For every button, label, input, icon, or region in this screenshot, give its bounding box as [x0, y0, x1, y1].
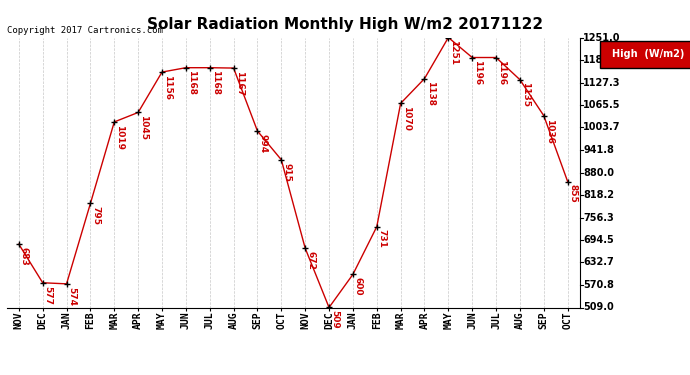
Text: 1138: 1138: [426, 81, 435, 106]
Text: 915: 915: [282, 162, 291, 182]
Text: High  (W/m2): High (W/m2): [613, 50, 684, 59]
Text: 1196: 1196: [497, 60, 506, 86]
Text: 509.0: 509.0: [583, 303, 614, 312]
Text: 1003.7: 1003.7: [583, 123, 620, 132]
Text: 1168: 1168: [187, 70, 196, 96]
Text: 672: 672: [306, 251, 315, 270]
Text: 795: 795: [92, 206, 101, 225]
Text: 941.8: 941.8: [583, 145, 614, 155]
Text: 574: 574: [68, 286, 77, 306]
Text: 1019: 1019: [115, 125, 124, 150]
Text: 600: 600: [354, 277, 363, 296]
Text: 1127.3: 1127.3: [583, 78, 620, 87]
Text: 1036: 1036: [545, 118, 554, 143]
Text: 694.5: 694.5: [583, 235, 614, 245]
Text: Solar Radiation Monthly High W/m2 20171122: Solar Radiation Monthly High W/m2 201711…: [147, 17, 543, 32]
Text: 1251.0: 1251.0: [583, 33, 620, 42]
Text: Copyright 2017 Cartronics.com: Copyright 2017 Cartronics.com: [7, 26, 163, 35]
Text: 1156: 1156: [163, 75, 172, 100]
Text: 1196: 1196: [473, 60, 482, 86]
Text: 1168: 1168: [210, 70, 220, 96]
Text: 632.7: 632.7: [583, 258, 614, 267]
Text: 1135: 1135: [521, 82, 530, 108]
Text: 994: 994: [259, 134, 268, 153]
Text: 756.3: 756.3: [583, 213, 614, 222]
Text: 1070: 1070: [402, 106, 411, 131]
Text: 1167: 1167: [235, 71, 244, 96]
Text: 880.0: 880.0: [583, 168, 614, 177]
Text: 731: 731: [378, 230, 387, 248]
Text: 1045: 1045: [139, 115, 148, 140]
Text: 683: 683: [20, 247, 29, 266]
Text: 1251: 1251: [449, 40, 458, 65]
Text: 1065.5: 1065.5: [583, 100, 620, 110]
Text: 818.2: 818.2: [583, 190, 614, 200]
Text: 570.8: 570.8: [583, 280, 614, 290]
Text: 855: 855: [569, 184, 578, 203]
Text: 1189.2: 1189.2: [583, 55, 621, 65]
Text: 509: 509: [330, 310, 339, 329]
Text: 577: 577: [43, 285, 52, 304]
